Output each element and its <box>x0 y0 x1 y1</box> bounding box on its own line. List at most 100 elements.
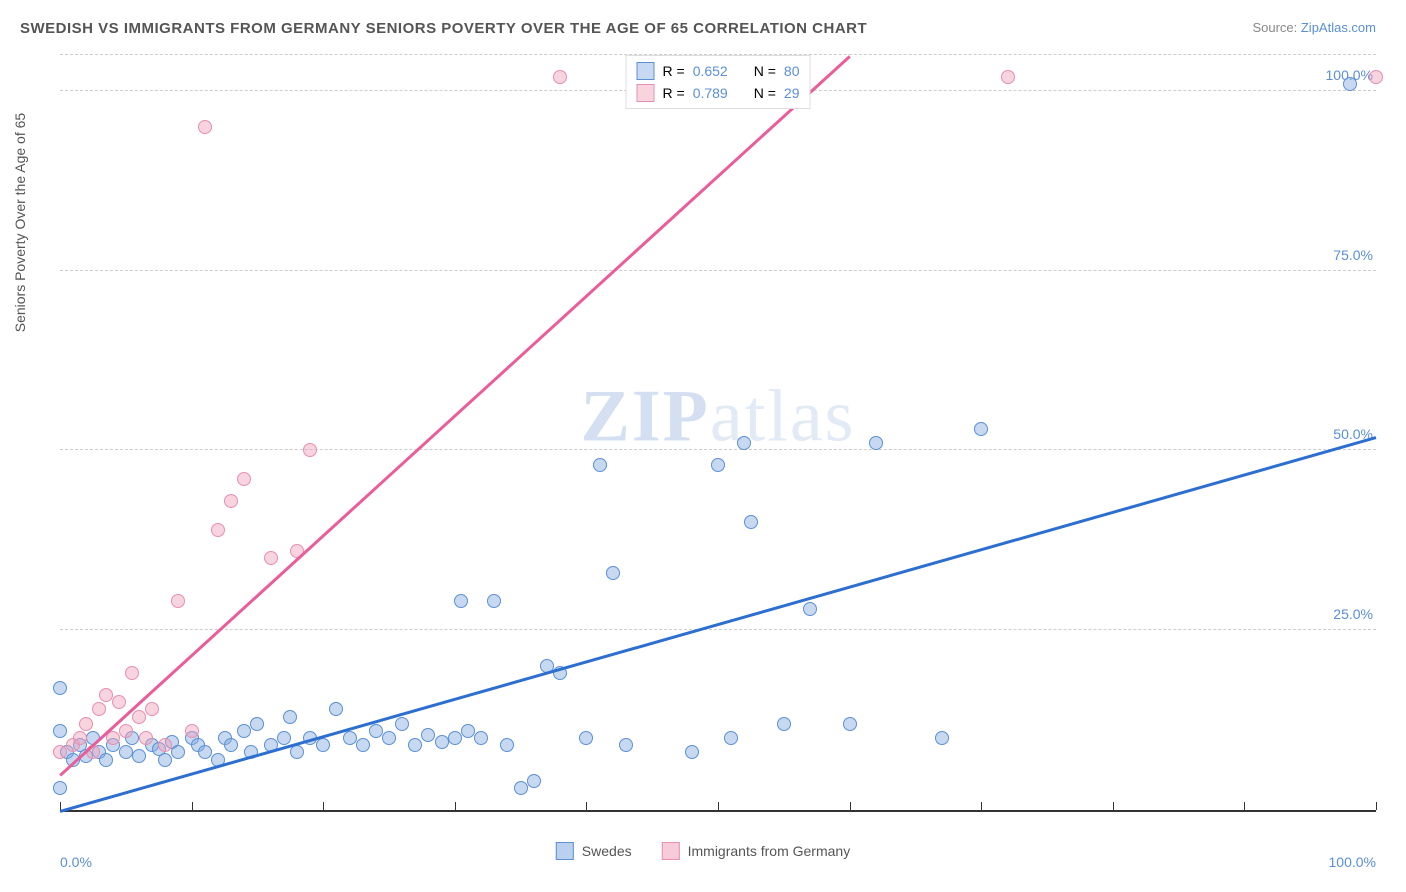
data-point <box>73 731 87 745</box>
legend-swatch <box>556 842 574 860</box>
data-point <box>145 702 159 716</box>
data-point <box>803 602 817 616</box>
correlation-legend: R =0.652N =80R =0.789N =29 <box>626 55 811 109</box>
data-point <box>369 724 383 738</box>
trend-line <box>59 55 850 776</box>
data-point <box>974 422 988 436</box>
data-point <box>514 781 528 795</box>
x-tick <box>850 802 851 810</box>
watermark-light: atlas <box>710 376 856 458</box>
x-tick-label: 0.0% <box>60 854 92 870</box>
y-tick-label: 50.0% <box>1333 426 1381 442</box>
data-point <box>487 594 501 608</box>
data-point <box>395 717 409 731</box>
watermark-bold: ZIP <box>581 376 710 458</box>
legend-item: Swedes <box>556 842 632 860</box>
r-value: 0.789 <box>693 85 728 101</box>
data-point <box>356 738 370 752</box>
source-prefix: Source: <box>1252 20 1300 35</box>
data-point <box>593 458 607 472</box>
n-value: 80 <box>784 63 800 79</box>
y-axis-label: Seniors Poverty Over the Age of 65 <box>12 112 28 331</box>
r-label: R = <box>663 63 685 79</box>
data-point <box>198 745 212 759</box>
chart-title: SWEDISH VS IMMIGRANTS FROM GERMANY SENIO… <box>20 20 867 37</box>
data-point <box>935 731 949 745</box>
watermark: ZIPatlas <box>581 375 856 460</box>
x-tick <box>981 802 982 810</box>
data-point <box>343 731 357 745</box>
x-tick <box>323 802 324 810</box>
data-point <box>777 717 791 731</box>
scatter-plot: ZIPatlas R =0.652N =80R =0.789N =29 25.0… <box>60 55 1376 812</box>
data-point <box>843 717 857 731</box>
data-point <box>382 731 396 745</box>
data-point <box>685 745 699 759</box>
data-point <box>237 472 251 486</box>
x-tick <box>1376 802 1377 810</box>
data-point <box>277 731 291 745</box>
data-point <box>139 731 153 745</box>
data-point <box>329 702 343 716</box>
data-point <box>737 436 751 450</box>
data-point <box>303 443 317 457</box>
data-point <box>461 724 475 738</box>
data-point <box>1369 70 1383 84</box>
data-point <box>744 515 758 529</box>
data-point <box>211 523 225 537</box>
grid-line <box>60 629 1376 630</box>
data-point <box>112 695 126 709</box>
data-point <box>132 749 146 763</box>
data-point <box>283 710 297 724</box>
data-point <box>158 753 172 767</box>
data-point <box>1343 77 1357 91</box>
data-point <box>171 594 185 608</box>
n-label: N = <box>754 85 776 101</box>
source-attribution: Source: ZipAtlas.com <box>1252 20 1376 35</box>
x-tick <box>192 802 193 810</box>
x-tick-label: 100.0% <box>1329 854 1376 870</box>
data-point <box>132 710 146 724</box>
data-point <box>171 745 185 759</box>
data-point <box>711 458 725 472</box>
r-label: R = <box>663 85 685 101</box>
legend-swatch <box>637 84 655 102</box>
data-point <box>724 731 738 745</box>
data-point <box>99 753 113 767</box>
data-point <box>579 731 593 745</box>
legend-swatch <box>637 62 655 80</box>
data-point <box>316 738 330 752</box>
x-tick <box>1244 802 1245 810</box>
n-value: 29 <box>784 85 800 101</box>
data-point <box>619 738 633 752</box>
data-point <box>53 781 67 795</box>
legend-swatch <box>662 842 680 860</box>
data-point <box>79 717 93 731</box>
data-point <box>500 738 514 752</box>
source-link[interactable]: ZipAtlas.com <box>1301 20 1376 35</box>
grid-line <box>60 449 1376 450</box>
grid-line <box>60 270 1376 271</box>
x-tick <box>455 802 456 810</box>
data-point <box>119 745 133 759</box>
y-tick-label: 25.0% <box>1333 606 1381 622</box>
data-point <box>99 688 113 702</box>
data-point <box>421 728 435 742</box>
data-point <box>125 666 139 680</box>
data-point <box>185 724 199 738</box>
data-point <box>448 731 462 745</box>
n-label: N = <box>754 63 776 79</box>
legend-row: R =0.652N =80 <box>637 60 800 82</box>
legend-label: Immigrants from Germany <box>688 843 851 859</box>
data-point <box>869 436 883 450</box>
data-point <box>290 745 304 759</box>
legend-label: Swedes <box>582 843 632 859</box>
data-point <box>53 681 67 695</box>
chart-area: Seniors Poverty Over the Age of 65 ZIPat… <box>60 55 1376 812</box>
data-point <box>474 731 488 745</box>
y-tick-label: 75.0% <box>1333 247 1381 263</box>
trend-line <box>60 436 1377 812</box>
data-point <box>435 735 449 749</box>
data-point <box>553 70 567 84</box>
data-point <box>527 774 541 788</box>
